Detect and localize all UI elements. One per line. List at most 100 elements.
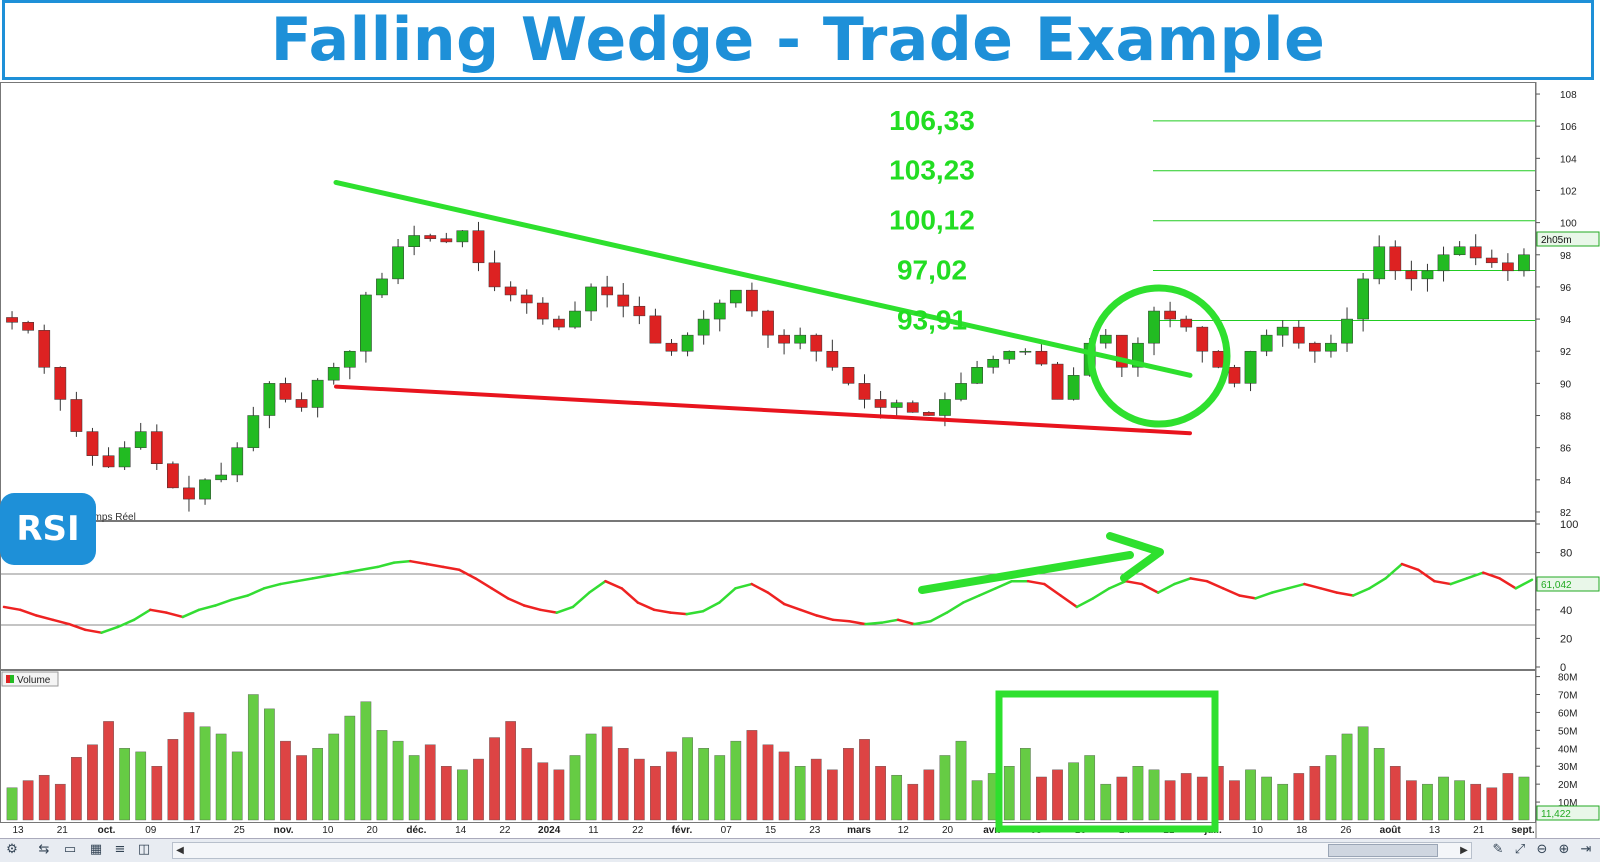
scroll-right-icon[interactable]: ▶ [1460,845,1468,856]
price-candle [922,412,935,416]
rsi-line-segment [1270,587,1290,594]
price-candle [311,379,324,408]
rsi-line-segment [149,608,168,614]
rsi-line-segment [311,574,331,580]
price-candle [1421,270,1434,280]
rsi-line-segment [214,598,233,607]
rsi-line-segment [35,614,55,622]
volume-bar [408,755,420,821]
price-candle [633,305,646,317]
chat-icon[interactable]: ▭ [63,842,77,857]
zoom-in-icon[interactable]: ⊕ [1558,842,1570,857]
price-candle [215,474,228,481]
rsi-line-segment [1498,577,1517,590]
price-candle [54,367,67,400]
volume-bar [1293,773,1305,821]
volume-bar [489,737,500,821]
rsi-line-segment [181,608,201,619]
price-candle [1115,334,1128,368]
rsi-line-segment [604,579,623,590]
rsi-line-segment [799,608,819,617]
price-candle [279,383,292,400]
price-candle [199,479,211,500]
scroll-left-icon[interactable]: ◀ [176,845,184,856]
price-panel [0,82,1536,521]
price-candle [713,302,726,320]
volume-bar [521,748,533,821]
rsi-line-segment [457,568,477,580]
bars-icon[interactable]: ≡ [114,842,126,857]
volume-bar [1084,755,1096,821]
volume-bar [1132,766,1144,821]
horizontal-scrollbar[interactable]: ◀ ▶ [172,842,1472,859]
price-candle [553,318,565,328]
zoom-fit-icon[interactable]: ⤢ [1514,842,1526,857]
rsi-line-segment [1124,579,1144,586]
volume-bar [1309,766,1321,821]
rsi-line-segment [490,587,510,600]
volume-bar [1196,776,1208,821]
price-candle [649,315,662,344]
price-candle [360,294,372,352]
price-candle [1244,350,1257,384]
volume-bar [1357,726,1369,821]
rsi-line-segment [1481,571,1501,580]
price-candle [971,367,983,384]
volume-bar [440,766,452,821]
price-candle [38,330,51,368]
x-axis-label: févr. [672,825,693,836]
price-candle [327,367,340,381]
price-candle [874,399,887,408]
x-axis-label: 23 [809,825,821,836]
x-axis-label: 10 [322,825,334,836]
volume-bar [923,769,935,821]
price-candle [1501,262,1514,272]
volume-axis-label: 60M [1558,708,1577,719]
price-candle [295,399,308,408]
price-candle [762,310,774,336]
rsi-line-segment [295,577,315,583]
rsi-line-segment [1140,582,1160,594]
price-candle [1067,375,1080,400]
rsi-line-segment [994,579,1014,590]
rsi-line-segment [132,608,152,622]
scroll-thumb[interactable] [1328,844,1438,857]
volume-bar [457,769,468,821]
price-candle [6,317,18,323]
price-candle [906,402,919,413]
volume-bar [1454,780,1465,821]
x-axis-label: 11 [588,825,599,836]
price-candle [134,431,147,448]
rsi-line-segment [1335,591,1355,597]
rsi-line-segment [685,609,705,616]
chart-window-icon[interactable]: ◫ [137,842,151,857]
volume-bar [1325,755,1337,821]
rsi-line-segment [1026,579,1046,586]
rsi-line-segment [392,559,412,564]
rsi-line-segment [165,611,185,619]
rsi-axis-label: 100 [1560,519,1578,531]
volume-bar [6,787,18,821]
rsi-axis-label: 40 [1560,605,1572,617]
price-candle [1437,254,1450,272]
price-candle [70,399,83,432]
volume-bar [1373,748,1385,821]
price-candle [520,294,533,304]
share-icon[interactable]: ⇆ [38,842,50,857]
volume-bar [971,780,983,821]
rsi-line-segment [279,579,298,586]
price-candle [890,402,903,408]
chart-type-icon[interactable]: ✎ [1492,842,1504,857]
rsi-line-segment [945,601,965,614]
rsi-line-segment [571,591,591,609]
rsi-line-segment [246,587,266,597]
volume-bar [1422,783,1433,821]
zoom-out-icon[interactable]: ⊖ [1536,842,1548,857]
scroll-end-icon[interactable]: ⇥ [1580,842,1592,857]
settings-icon[interactable]: ⚙ [6,842,18,857]
price-candle [1148,310,1160,344]
volume-axis-label: 80M [1558,673,1577,684]
volume-bar [1020,748,1031,821]
volume-value-badge: 11,422 [1541,809,1571,820]
layout-icon[interactable]: ▦ [89,842,103,857]
